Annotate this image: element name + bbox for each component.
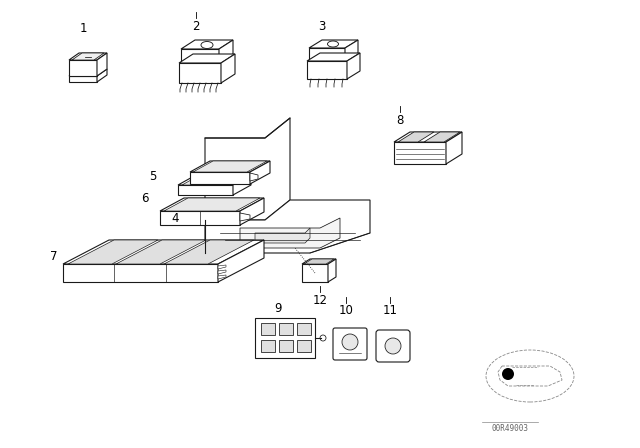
Polygon shape bbox=[398, 132, 434, 142]
Polygon shape bbox=[219, 40, 233, 63]
Polygon shape bbox=[69, 76, 97, 82]
Polygon shape bbox=[182, 175, 247, 185]
Circle shape bbox=[320, 335, 326, 341]
Polygon shape bbox=[218, 270, 226, 274]
Polygon shape bbox=[233, 175, 251, 195]
Text: 3: 3 bbox=[318, 20, 326, 33]
Bar bbox=[279, 340, 293, 352]
Text: 11: 11 bbox=[383, 305, 397, 318]
Text: 7: 7 bbox=[51, 250, 58, 263]
Polygon shape bbox=[302, 264, 328, 282]
Polygon shape bbox=[193, 161, 267, 172]
Ellipse shape bbox=[328, 41, 339, 47]
Polygon shape bbox=[179, 54, 235, 63]
Polygon shape bbox=[307, 53, 360, 61]
Polygon shape bbox=[63, 240, 264, 264]
Polygon shape bbox=[178, 175, 251, 185]
Bar bbox=[261, 340, 275, 352]
Polygon shape bbox=[181, 40, 233, 49]
Polygon shape bbox=[160, 198, 264, 211]
Circle shape bbox=[502, 368, 514, 380]
Polygon shape bbox=[328, 259, 336, 282]
Text: 10: 10 bbox=[339, 305, 353, 318]
Polygon shape bbox=[255, 228, 310, 243]
Polygon shape bbox=[164, 198, 260, 211]
Polygon shape bbox=[160, 211, 240, 225]
Ellipse shape bbox=[201, 42, 213, 48]
Polygon shape bbox=[309, 48, 345, 61]
FancyBboxPatch shape bbox=[255, 318, 315, 358]
Polygon shape bbox=[302, 259, 336, 264]
Polygon shape bbox=[190, 161, 270, 172]
Polygon shape bbox=[424, 132, 460, 142]
Polygon shape bbox=[446, 132, 462, 164]
Polygon shape bbox=[68, 240, 158, 264]
Polygon shape bbox=[69, 60, 97, 76]
Polygon shape bbox=[250, 161, 270, 184]
Text: 00R49003: 00R49003 bbox=[492, 423, 529, 432]
Polygon shape bbox=[240, 213, 250, 221]
Polygon shape bbox=[69, 53, 107, 60]
Polygon shape bbox=[63, 264, 218, 282]
Polygon shape bbox=[345, 40, 358, 61]
Polygon shape bbox=[179, 63, 221, 83]
Polygon shape bbox=[304, 259, 334, 264]
Polygon shape bbox=[181, 49, 219, 63]
Polygon shape bbox=[97, 69, 107, 82]
Ellipse shape bbox=[486, 350, 574, 402]
Text: 4: 4 bbox=[172, 211, 179, 224]
Text: 2: 2 bbox=[192, 20, 200, 33]
Polygon shape bbox=[69, 69, 107, 76]
Text: 8: 8 bbox=[396, 113, 404, 126]
Polygon shape bbox=[97, 53, 107, 76]
Polygon shape bbox=[347, 53, 360, 79]
Bar bbox=[297, 340, 311, 352]
Polygon shape bbox=[72, 53, 104, 60]
Text: 5: 5 bbox=[149, 169, 157, 182]
Polygon shape bbox=[394, 142, 446, 164]
Polygon shape bbox=[394, 132, 462, 142]
Text: 6: 6 bbox=[141, 191, 148, 204]
Polygon shape bbox=[190, 172, 250, 184]
Polygon shape bbox=[164, 240, 254, 264]
FancyBboxPatch shape bbox=[376, 330, 410, 362]
Bar bbox=[279, 323, 293, 335]
Polygon shape bbox=[250, 173, 258, 181]
Polygon shape bbox=[307, 61, 347, 79]
Polygon shape bbox=[221, 54, 235, 83]
Bar bbox=[297, 323, 311, 335]
Polygon shape bbox=[218, 265, 226, 269]
Circle shape bbox=[385, 338, 401, 354]
Polygon shape bbox=[218, 275, 226, 279]
Bar bbox=[261, 323, 275, 335]
Polygon shape bbox=[205, 200, 370, 253]
FancyBboxPatch shape bbox=[333, 328, 367, 360]
Text: 12: 12 bbox=[312, 293, 328, 306]
Polygon shape bbox=[218, 240, 264, 282]
Text: 1: 1 bbox=[79, 22, 87, 34]
Polygon shape bbox=[116, 240, 206, 264]
Polygon shape bbox=[240, 218, 340, 248]
Circle shape bbox=[342, 334, 358, 350]
Polygon shape bbox=[240, 198, 264, 225]
Polygon shape bbox=[309, 40, 358, 48]
Polygon shape bbox=[178, 185, 233, 195]
Polygon shape bbox=[205, 118, 290, 220]
Text: 9: 9 bbox=[275, 302, 282, 314]
